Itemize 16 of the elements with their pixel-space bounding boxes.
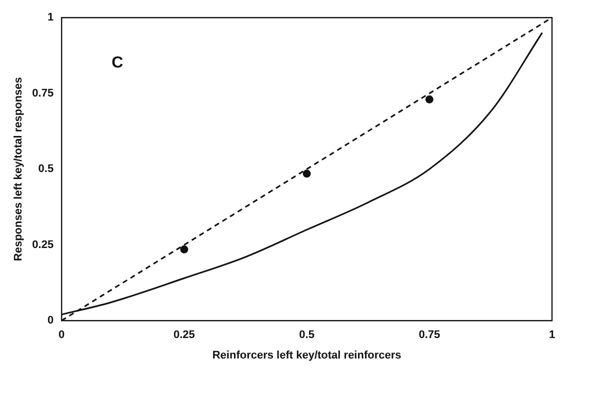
x-tick-label: 1 xyxy=(548,329,556,342)
point xyxy=(180,245,188,254)
y-axis-title: Responses left key/total responses xyxy=(12,77,25,262)
point xyxy=(302,170,311,178)
x-tick-label: 0.25 xyxy=(173,329,195,342)
y-tick-label: 0 xyxy=(47,314,54,327)
x-tick-label: 0.75 xyxy=(418,329,440,342)
y-tick-label: 1 xyxy=(47,12,54,24)
y-tick-label: 0.25 xyxy=(32,238,54,251)
point xyxy=(425,95,434,104)
y-tick-label: 0.5 xyxy=(38,163,54,176)
x-tick-label: 0 xyxy=(58,329,65,342)
annotation: C xyxy=(112,54,124,72)
x-axis-title: Reinforcers left key/total reinforcers xyxy=(212,349,402,362)
x-tick-label: 0.5 xyxy=(299,329,314,342)
y-tick-label: 0.75 xyxy=(32,87,54,100)
